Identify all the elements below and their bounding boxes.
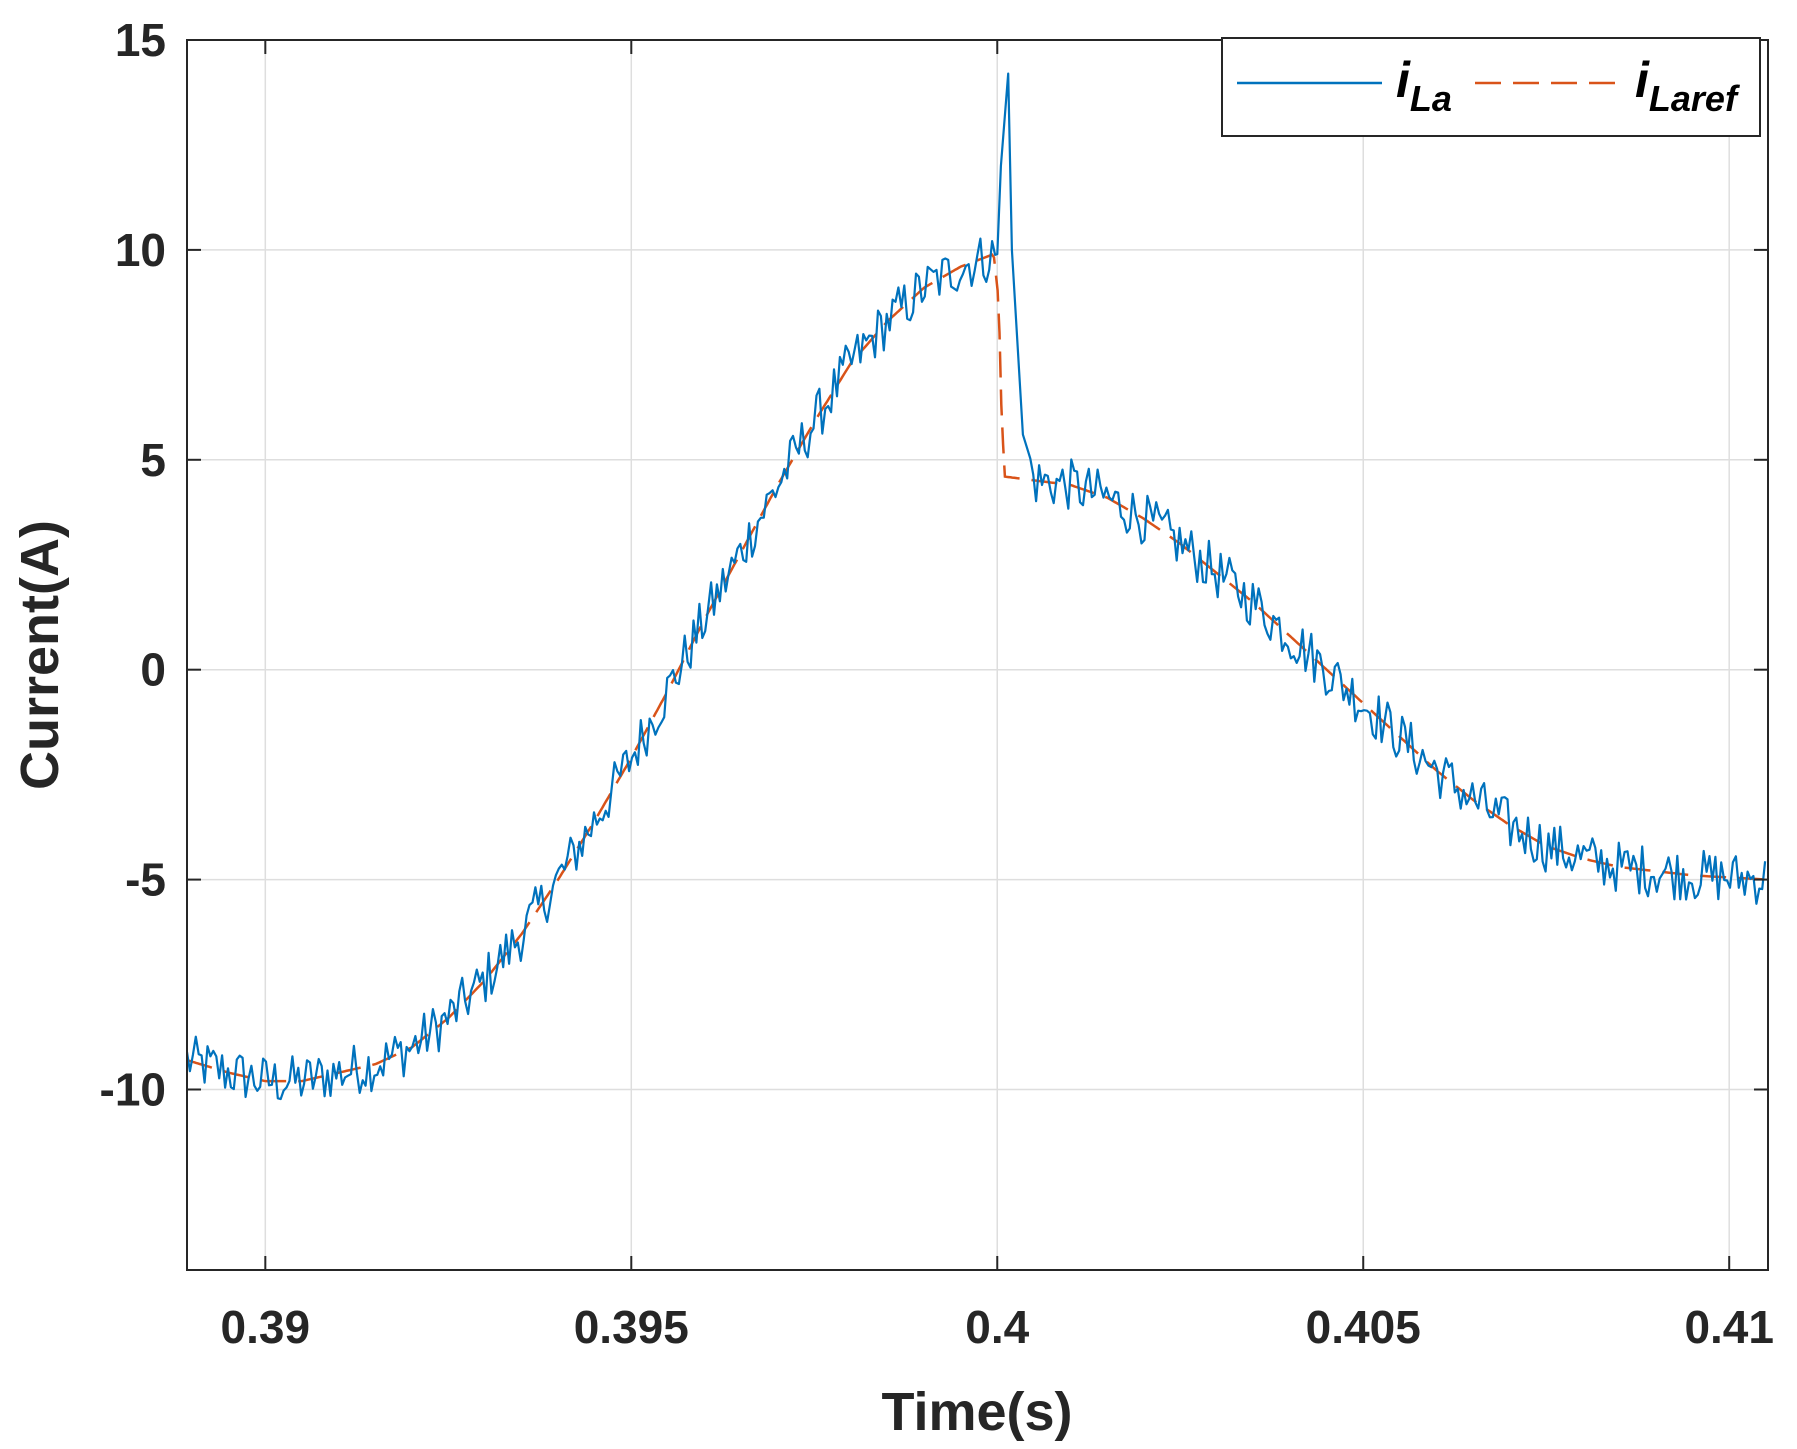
x-tick-label: 0.41 [1684, 1301, 1774, 1353]
y-tick-label: 0 [140, 644, 166, 696]
legend-label-ila-sub: La [1410, 78, 1452, 119]
x-tick-label: 0.395 [574, 1301, 689, 1353]
legend-label-ila-main: i [1396, 52, 1411, 108]
legend-label-ilaref-main: i [1635, 52, 1650, 108]
legend: iLa iLaref [1221, 37, 1761, 137]
y-tick-label: 5 [140, 434, 166, 486]
x-axis-ticks: 0.39 0.395 0.4 0.405 0.41 [221, 40, 1774, 1353]
x-tick-label: 0.405 [1306, 1301, 1421, 1353]
y-tick-label: -10 [100, 1063, 166, 1115]
y-tick-label: -5 [125, 854, 166, 906]
x-axis-label: Time(s) [881, 1382, 1072, 1442]
legend-label-ilaref-sub: Laref [1649, 78, 1740, 119]
legend-label-ilaref: iLaref [1635, 52, 1740, 119]
legend-label-ila: iLa [1396, 52, 1452, 119]
y-tick-label: 10 [115, 224, 166, 276]
y-axis-ticks: -10 -5 0 5 10 15 [100, 14, 1768, 1115]
plot-area [187, 40, 1768, 1270]
plot-frame [186, 39, 1769, 1271]
series-layer [187, 72, 1768, 1101]
series-ila-line [187, 72, 1767, 1101]
x-tick-label: 0.4 [965, 1301, 1029, 1353]
y-axis-label: Current(A) [10, 520, 70, 790]
y-tick-label: 15 [115, 14, 166, 66]
legend-box [1221, 37, 1761, 137]
x-tick-label: 0.39 [221, 1301, 311, 1353]
